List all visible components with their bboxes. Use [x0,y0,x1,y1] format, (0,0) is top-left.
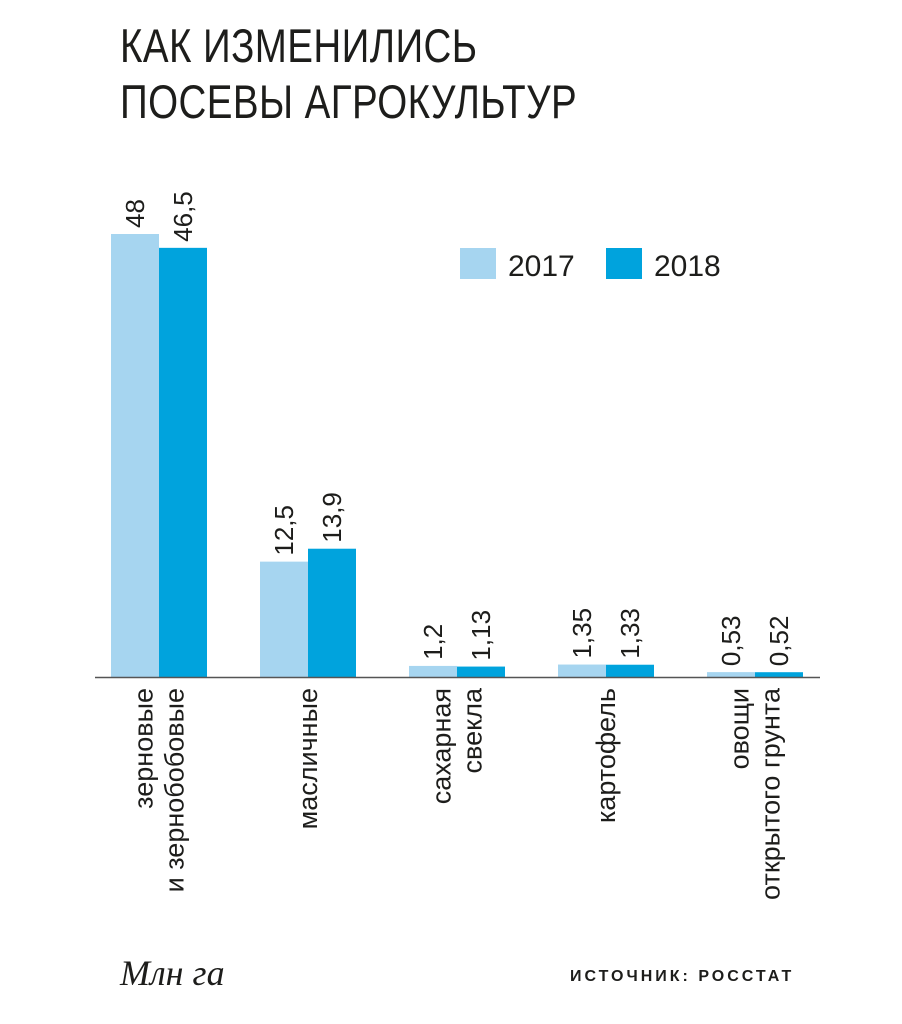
bar-2018-3 [457,666,505,677]
category-label-1-line-1: зерновые [129,688,159,809]
data-label-2017-3: 1,2 [418,624,448,660]
bar-2018-1 [159,247,207,677]
data-label-2017-5: 0,53 [716,615,746,666]
unit-label: Млн га [120,953,225,993]
category-label-1-line-2: и зернобобовые [160,688,190,892]
chart-title-line-2: ПОСЕВЫ АГРОКУЛЬТУР [120,75,578,128]
bar-2018-2 [308,548,356,677]
bar-2017-1 [111,234,159,677]
data-label-2018-4: 1,33 [615,608,645,659]
bar-2018-4 [606,664,654,677]
category-label-5-line-2: открытого грунта [756,687,786,900]
data-label-2018-3: 1,13 [466,610,496,661]
source-label: ИСТОЧНИК: РОССТАТ [570,968,795,985]
legend-swatch-2018 [606,248,642,279]
category-label-5-line-1: овощи [725,688,755,769]
category-label-2-line-1: масличные [293,688,323,829]
bar-2017-3 [409,665,457,677]
category-label-3-line-1: сахарная [427,688,457,804]
legend-label-2018: 2018 [654,250,721,283]
bar-2017-4 [558,664,606,677]
data-label-2017-4: 1,35 [567,608,597,659]
chart-title: КАК ИЗМЕНИЛИСЬ ПОСЕВЫ АГРОКУЛЬТУР [120,18,577,130]
bar-2018-5 [755,672,803,677]
bar-2017-5 [707,672,755,677]
category-label-4-line-1: картофель [591,688,621,823]
legend-label-2017: 2017 [508,250,575,283]
category-label-3-line-2: свекла [458,687,488,773]
bar-2017-2 [260,561,308,677]
legend-swatch-2017 [460,248,496,279]
data-label-2017-1: 48 [120,199,150,228]
data-label-2018-1: 46,5 [168,191,198,242]
chart-title-line-1: КАК ИЗМЕНИЛИСЬ [120,19,478,72]
data-label-2018-2: 13,9 [317,492,347,543]
data-label-2018-5: 0,52 [764,616,794,667]
data-label-2017-2: 12,5 [269,505,299,556]
